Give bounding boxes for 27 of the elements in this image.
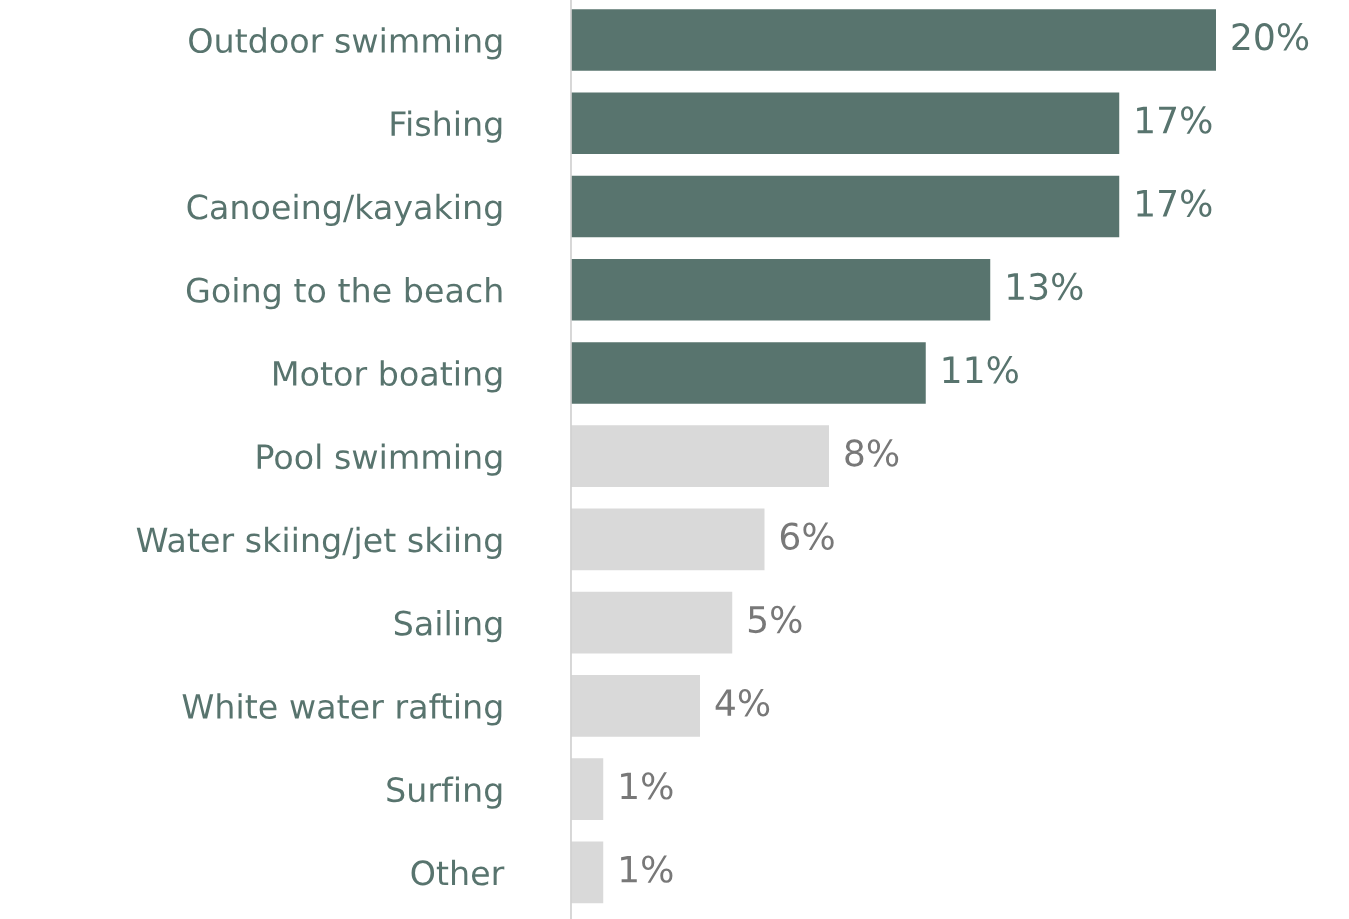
data-label: 13% bbox=[1008, 272, 1083, 301]
y-tick-label: Outdoor swimming bbox=[189, 27, 502, 60]
data-label: 20% bbox=[1232, 23, 1309, 51]
y-tick-label: Canoeing/kayaking bbox=[187, 193, 502, 227]
y-tick-label: Motor boating bbox=[274, 360, 502, 393]
data-label: 17% bbox=[1137, 189, 1212, 217]
y-tick-label: Fishing bbox=[391, 110, 502, 143]
data-label: 1% bbox=[621, 855, 673, 883]
y-tick-label: Other bbox=[411, 859, 505, 886]
y-tick-label: Sailing bbox=[394, 609, 502, 643]
data-label: 5% bbox=[748, 605, 802, 634]
data-label: 8% bbox=[845, 439, 899, 467]
data-label: 4% bbox=[715, 689, 770, 717]
bar bbox=[571, 342, 926, 404]
data-label: 6% bbox=[780, 522, 834, 550]
bar bbox=[571, 258, 991, 321]
y-tick-label: Going to the beach bbox=[186, 277, 502, 310]
data-label: 11% bbox=[943, 356, 1018, 384]
y-tick-label: Water skiing/jet skiing bbox=[136, 526, 502, 560]
bar bbox=[571, 175, 1120, 238]
data-label: 17% bbox=[1137, 106, 1212, 134]
y-tick-label: White water rafting bbox=[182, 693, 502, 726]
y-tick-label: Surfing bbox=[387, 776, 502, 809]
y-tick-label: Pool swimming bbox=[257, 443, 502, 476]
bar bbox=[571, 92, 1120, 154]
data-label: 1% bbox=[621, 772, 673, 800]
bar bbox=[571, 9, 1216, 71]
